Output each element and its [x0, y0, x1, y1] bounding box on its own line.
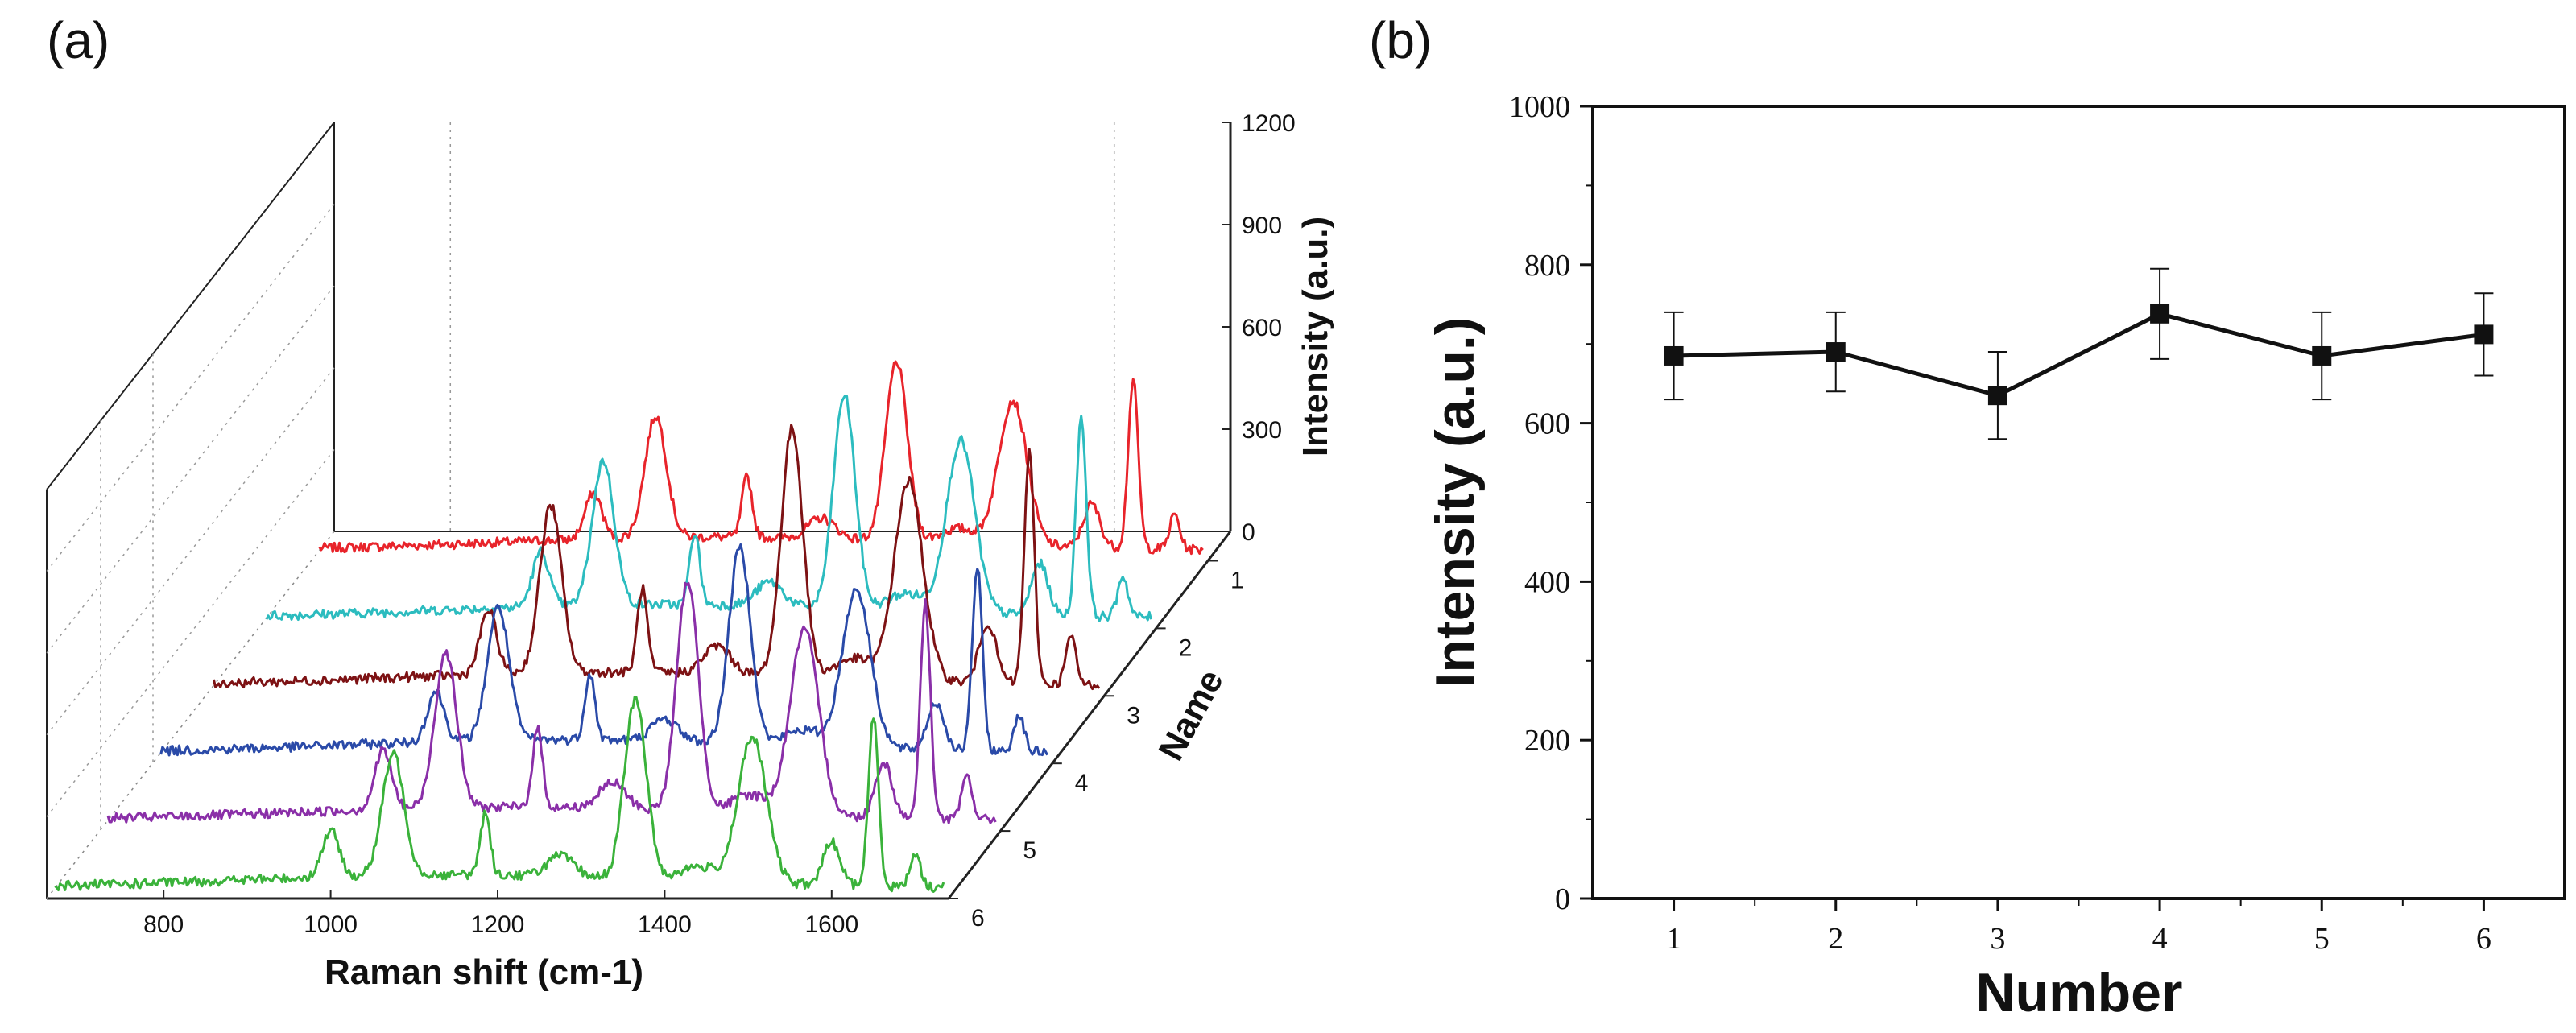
left-wall-gridline-1: [46, 204, 335, 572]
left-wall-gridline-2: [46, 285, 335, 654]
left-wall-gridline-3: [46, 367, 335, 736]
data-point-2: [1826, 342, 1846, 362]
depth-axis-title: Name: [1151, 663, 1231, 767]
x-tick-label-b-4: 5: [2314, 922, 2330, 956]
depth-tick-label-4: 5: [1023, 837, 1036, 864]
x-tick-label-4: 1600: [804, 911, 858, 938]
y-tick-label-b-5: 1000: [1509, 90, 1570, 124]
spectrum-line-1: [318, 360, 1204, 556]
series-line: [1673, 312, 2484, 398]
z-tick-label-3: 900: [1242, 213, 1282, 239]
x-tick-label-b-0: 1: [1666, 922, 1681, 956]
spectrum-line-5: [106, 581, 997, 824]
x-tick-label-3: 1400: [638, 911, 692, 938]
x-axis-title-b: Number: [1976, 962, 2183, 1023]
panel-b-line-chart: 0 200 400 600 800 1000 1 2 3 4 5 6 Number Intensity…: [1424, 90, 2566, 1023]
x-tick-label-b-3: 4: [2152, 922, 2168, 956]
depth-tick-label-0: 1: [1230, 567, 1244, 593]
x-tick-label-b-1: 2: [1828, 922, 1843, 956]
y-axis-title-b: Intensity (a.u.): [1424, 317, 1486, 688]
panel-b-label: (b): [1369, 11, 1432, 69]
right-floor-edge: [947, 531, 1232, 899]
x-tick-label-1: 1000: [304, 911, 358, 938]
spectra-group: [54, 360, 1204, 893]
y-tick-label-b-1: 200: [1524, 724, 1570, 758]
spectrum-line-4: [159, 543, 1048, 757]
y-tick-label-b-2: 400: [1524, 565, 1570, 599]
x-tick-label-b-2: 3: [1990, 922, 2005, 956]
depth-tick-label-1: 2: [1179, 634, 1193, 661]
z-tick-label-1: 300: [1242, 417, 1282, 444]
waterfall-ticks: 0 300 600 900 1200 800 1000 1200 1400 1600 1 2 3 4 5 6: [143, 110, 1296, 938]
panel-a-label: (a): [47, 11, 110, 69]
data-point-1: [1664, 345, 1684, 366]
data-point-5: [2312, 345, 2332, 366]
left-wall-gridline-4: [46, 448, 335, 817]
z-axis-title: Intensity (a.u.): [1296, 217, 1335, 457]
y-tick-label-b-0: 0: [1555, 882, 1570, 916]
z-tick-label-2: 600: [1242, 315, 1282, 341]
depth-tick-label-5: 6: [971, 905, 985, 932]
depth-tick-label-3: 4: [1075, 770, 1089, 796]
data-point-4: [2150, 304, 2170, 324]
data-point-6: [2474, 324, 2494, 345]
spectrum-line-3: [212, 424, 1101, 691]
x-axis-title: Raman shift (cm-1): [325, 952, 643, 992]
depth-tick-label-2: 3: [1127, 702, 1140, 729]
y-tick-label-b-3: 600: [1524, 407, 1570, 441]
spectrum-line-2: [265, 395, 1152, 622]
z-tick-label-4: 1200: [1242, 110, 1296, 137]
plot-b-ticks: 0 200 400 600 800 1000 1 2 3 4 5 6: [1509, 90, 2491, 956]
x-tick-label-0: 800: [143, 911, 184, 938]
plot-b-series: [1664, 267, 2494, 440]
data-point-3: [1987, 386, 2007, 406]
top-left-edge: [46, 122, 335, 490]
spectrum-line-6: [54, 696, 945, 893]
x-tick-label-b-5: 6: [2476, 922, 2491, 956]
y-tick-label-b-4: 800: [1524, 249, 1570, 283]
x-tick-label-2: 1200: [471, 911, 525, 938]
z-tick-label-0: 0: [1242, 519, 1255, 546]
left-floor-edge: [46, 531, 335, 899]
plot-frame: [1591, 105, 2566, 900]
